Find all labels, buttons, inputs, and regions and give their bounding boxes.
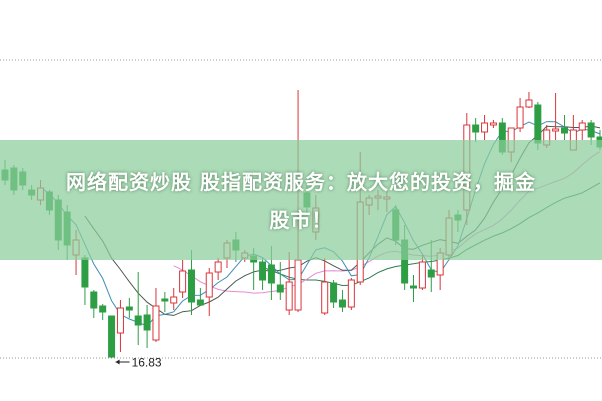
candle-up (481, 122, 489, 133)
candle-down (472, 124, 480, 133)
caption-line-1: 网络配资炒股 股指配资服务：放大您的投资，掘金 (66, 170, 536, 194)
candle-down (143, 314, 151, 331)
candle-down (267, 264, 275, 284)
candle-down (81, 257, 89, 288)
candle-up (418, 261, 426, 289)
annotation-arrow-head (115, 359, 120, 365)
candle-up (321, 281, 329, 314)
candle-up (214, 261, 222, 273)
candle-down (187, 269, 195, 303)
candle-up (525, 99, 533, 108)
candle-down (161, 298, 169, 302)
candle-up (489, 122, 497, 126)
overlay-caption: 网络配资炒股 股指配资服务：放大您的投资，掘金 股市！ (0, 163, 602, 239)
candle-down (108, 315, 116, 358)
overlay-banner (0, 140, 602, 260)
candle-down (410, 285, 418, 289)
candle-up (285, 281, 293, 311)
candle-up (578, 122, 586, 131)
candle-up (179, 270, 187, 293)
candle-up (347, 279, 355, 308)
candle-up (152, 305, 160, 341)
candle-down (427, 269, 435, 278)
candle-down (196, 299, 204, 306)
candle-down (276, 284, 284, 293)
candle-down (90, 291, 98, 309)
candle-up (170, 296, 178, 304)
candle-up (205, 272, 213, 298)
candle-down (587, 122, 595, 138)
low-price-label: 16.83 (132, 356, 162, 370)
candle-down (125, 306, 133, 311)
candle-down (259, 261, 267, 281)
candle-down (99, 305, 107, 313)
candle-up (116, 307, 124, 334)
caption-line-2: 股市！ (269, 208, 333, 232)
candle-up (294, 259, 302, 311)
candle-down (330, 282, 338, 303)
candle-down (134, 315, 142, 326)
candle-up (516, 106, 524, 129)
candle-down (534, 104, 542, 144)
candle-up (552, 128, 560, 132)
candle-down (338, 299, 346, 308)
candle-down (560, 127, 568, 134)
